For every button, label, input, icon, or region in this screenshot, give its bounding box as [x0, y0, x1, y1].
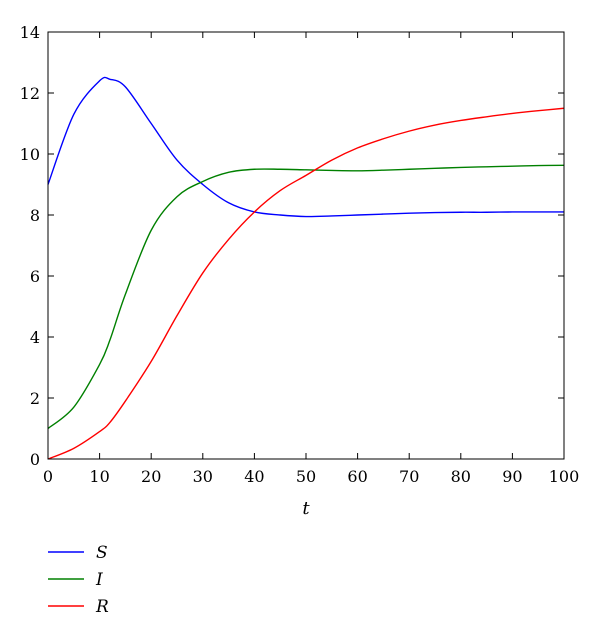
series-layer: [47, 76, 565, 460]
series-line-s: [47, 76, 564, 218]
y-tick-label: 6: [30, 267, 40, 286]
x-axis-title: t: [302, 498, 310, 519]
legend-label-s: S: [96, 543, 108, 563]
x-tick-label: 20: [141, 467, 161, 486]
y-tick-label: 12: [20, 84, 40, 103]
y-tick-label: 0: [30, 450, 40, 469]
legend-label-i: I: [95, 570, 103, 590]
plot-frame: [47, 31, 565, 460]
y-tick-label: 14: [20, 23, 40, 42]
y-tick-label: 2: [30, 389, 40, 408]
x-tick-label: 30: [193, 467, 213, 486]
x-tick-label: 0: [43, 467, 53, 486]
y-tick-label: 4: [30, 328, 40, 347]
x-tick-label: 10: [89, 467, 109, 486]
x-tick-label: 50: [296, 467, 316, 486]
x-tick-label: 40: [244, 467, 264, 486]
series-line-r: [47, 107, 565, 460]
legend-label-r: R: [95, 597, 109, 617]
x-tick-label: 60: [347, 467, 367, 486]
legend: SIR: [48, 543, 109, 617]
series-line-i: [47, 164, 565, 430]
y-tick-label: 8: [30, 206, 40, 225]
x-tick-label: 70: [399, 467, 419, 486]
axes-layer: 0 10 20 30 40 50 60 70 80 90 100 0 2 4 6 8 10 12 14: [20, 23, 580, 486]
x-tick-label: 90: [502, 467, 522, 486]
x-tick-label: 80: [451, 467, 471, 486]
y-tick-label: 10: [20, 145, 40, 164]
x-tick-label: 100: [549, 467, 580, 486]
